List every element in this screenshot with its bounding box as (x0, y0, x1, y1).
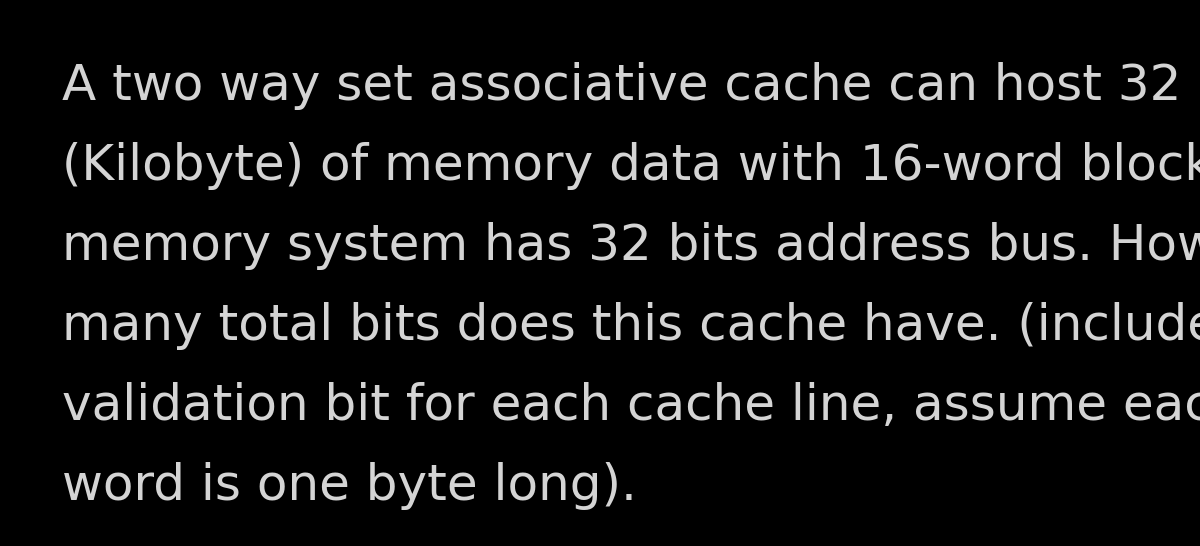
Text: (Kilobyte) of memory data with 16-word block. The: (Kilobyte) of memory data with 16-word b… (62, 142, 1200, 190)
Text: many total bits does this cache have. (include 1: many total bits does this cache have. (i… (62, 302, 1200, 350)
Text: word is one byte long).: word is one byte long). (62, 462, 637, 510)
Text: A two way set associative cache can host 32 KB: A two way set associative cache can host… (62, 62, 1200, 110)
Text: memory system has 32 bits address bus. How: memory system has 32 bits address bus. H… (62, 222, 1200, 270)
Text: validation bit for each cache line, assume each: validation bit for each cache line, assu… (62, 382, 1200, 430)
